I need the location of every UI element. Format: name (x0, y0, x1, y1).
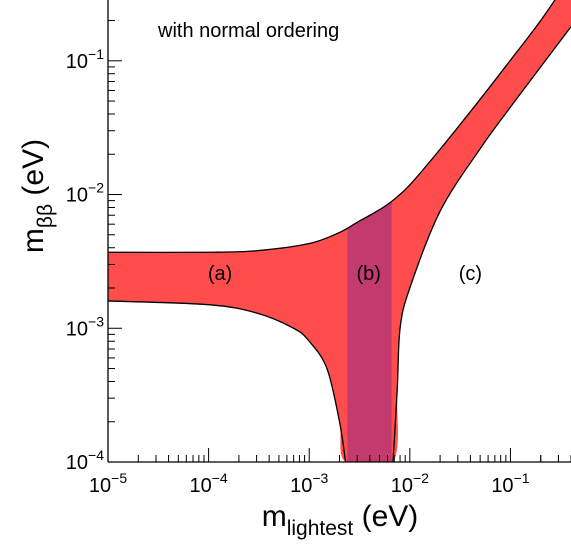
y-tick-label: 10−3 (66, 313, 104, 340)
x-tick-label-base: 10 (89, 475, 111, 497)
x-axis-label-unit: (eV) (362, 500, 419, 533)
y-tick-label-exponent: −3 (88, 313, 104, 329)
y-tick-label: 10−1 (66, 46, 104, 73)
x-tick-label: 10−5 (89, 470, 127, 497)
y-axis-label-symbol: m (17, 228, 50, 253)
x-tick-label: 10−2 (391, 470, 429, 497)
x-tick-label-base: 10 (290, 475, 312, 497)
region-label: (a) (208, 263, 232, 285)
x-axis-label-space (353, 500, 361, 533)
x-axis-label-symbol: m (262, 500, 287, 533)
y-axis-label-space (17, 196, 50, 204)
y-tick-label-base: 10 (66, 185, 88, 207)
region-label: (b) (356, 263, 380, 285)
band-lower-edge-right (392, 26, 571, 462)
region-b-overlay (347, 0, 392, 462)
x-axis-label: mlightest (eV) (262, 500, 419, 540)
y-tick-label-exponent: −4 (88, 447, 104, 463)
band-upper-edge (108, 0, 556, 254)
x-tick-label-base: 10 (391, 475, 413, 497)
x-tick-label-exponent: −3 (312, 470, 328, 486)
y-tick-label-base: 10 (66, 452, 88, 474)
x-tick-label-exponent: −4 (212, 470, 228, 486)
y-tick-label-exponent: −2 (88, 180, 104, 196)
y-axis-label-unit: (eV) (17, 139, 50, 196)
y-axis-label: mββ (eV) (17, 139, 57, 253)
y-tick-label-base: 10 (66, 51, 88, 73)
x-tick-label: 10−1 (491, 470, 529, 497)
y-tick-label-exponent: −1 (88, 46, 104, 62)
y-axis-label-subscript: ββ (34, 204, 57, 228)
y-tick-label: 10−4 (66, 447, 104, 474)
x-tick-label-base: 10 (491, 475, 513, 497)
x-tick-label-exponent: −2 (413, 470, 429, 486)
ordering-annotation: with normal ordering (157, 20, 339, 42)
x-tick-label: 10−3 (290, 470, 328, 497)
x-tick-label: 10−4 (189, 470, 227, 497)
allowed-band-fill (108, 0, 571, 462)
x-tick-label-base: 10 (189, 475, 211, 497)
y-tick-label: 10−2 (66, 180, 104, 207)
x-axis-label-subscript: lightest (287, 517, 354, 540)
band-lower-edge-left (108, 300, 347, 462)
x-tick-label-exponent: −1 (514, 470, 530, 486)
x-tick-label-exponent: −5 (111, 470, 127, 486)
y-tick-label-base: 10 (66, 318, 88, 340)
region-label: (c) (459, 263, 482, 285)
